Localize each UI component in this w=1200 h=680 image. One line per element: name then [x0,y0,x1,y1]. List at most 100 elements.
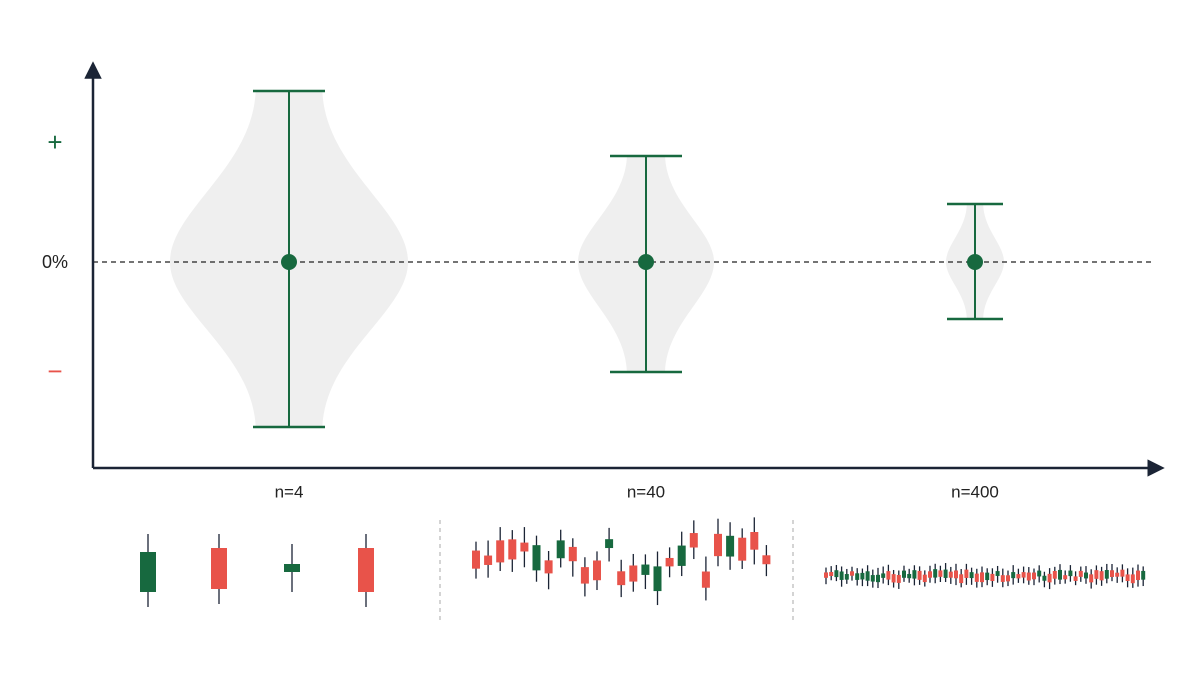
candle-body [865,571,870,581]
candle-body [943,569,948,578]
candle-body [605,539,614,549]
candle-body [974,573,979,582]
candle-body [1110,570,1114,577]
candle-body [876,574,880,583]
candle-body [1011,572,1016,579]
candle-body [891,574,896,583]
candle-body [1037,570,1042,577]
candle-body [484,555,493,565]
candle-body [980,572,984,583]
candle-body [556,540,565,559]
candle-body [1042,575,1047,581]
candle-body [1026,572,1031,581]
candle-body [990,573,995,582]
candle-body [959,574,964,584]
candle-body [886,571,891,580]
candle-body [1000,575,1005,582]
candle-body [532,545,541,571]
candle-body [870,575,875,582]
candle-body [933,569,938,578]
candle-body [1125,574,1130,582]
candle-body [1058,569,1062,580]
candle-body [912,570,917,579]
candle-body [902,570,906,578]
candle-body [140,552,156,592]
mean-dot [281,254,297,270]
candle-body [954,570,958,579]
candle-body [881,573,886,578]
candle-body [714,533,722,557]
candle-body [665,557,674,567]
minus-label: − [47,356,62,386]
candle-body [969,572,974,579]
candle-body [508,539,517,560]
candle-body [1115,572,1120,577]
candle-body [568,546,577,562]
candle-body [850,571,854,576]
candle-body [284,564,300,572]
candle-body [839,571,844,580]
candle-body [995,571,1000,576]
candle-body [496,540,505,563]
candle-body [1084,572,1088,579]
candle-body [1078,570,1083,577]
candle-body [544,560,553,574]
candle-body [1099,571,1104,581]
candle-body [917,570,922,580]
candle-body [829,571,834,576]
group-label: n=40 [627,482,665,501]
candle-body [641,564,650,575]
candle-body [1130,574,1135,584]
candlesticks [140,517,1146,607]
candle-body [860,572,865,580]
interval-bars [253,89,1003,429]
candle-body [922,574,927,583]
candle-body [726,535,735,557]
candle-body [629,565,638,582]
zero-label: 0% [42,252,68,272]
mean-dot [638,254,654,270]
candle-body [1089,574,1094,583]
candle-body [1120,569,1125,577]
candle-body [738,537,747,561]
candle-body [593,560,601,581]
candle-body [1032,572,1036,580]
candle-body [1068,570,1073,577]
candle-body [964,569,969,578]
candle-body [617,571,626,586]
candle-body [1094,570,1099,579]
candle-body [1073,576,1078,581]
group-label: n=4 [275,482,304,501]
candle-body [1063,575,1068,580]
candle-body [762,555,771,565]
candle-body [855,573,860,580]
candle-body [938,570,943,577]
candle-body [1016,574,1021,579]
candle-body [358,548,374,592]
candle-body [653,566,662,592]
candle-body [580,567,589,584]
candle-body [677,545,686,566]
mean-dot [967,254,983,270]
candle-body [948,571,953,578]
candle-body [1052,571,1057,579]
candle-body [750,532,759,550]
candle-body [211,548,227,589]
candle-body [1047,573,1052,583]
candle-body [824,572,828,578]
candle-body [520,542,529,552]
candle-body [689,533,698,548]
candle-body [1021,572,1026,578]
candle-body [907,573,912,579]
candle-body [1136,570,1140,581]
candle-body [472,550,480,569]
candle-body [985,572,990,581]
candle-body [896,574,901,583]
candle-body [701,571,710,588]
candle-body [1104,570,1109,579]
candle-body [844,574,849,580]
plus-label: + [47,127,62,157]
candle-body [1006,575,1010,582]
candle-body [1141,570,1146,580]
